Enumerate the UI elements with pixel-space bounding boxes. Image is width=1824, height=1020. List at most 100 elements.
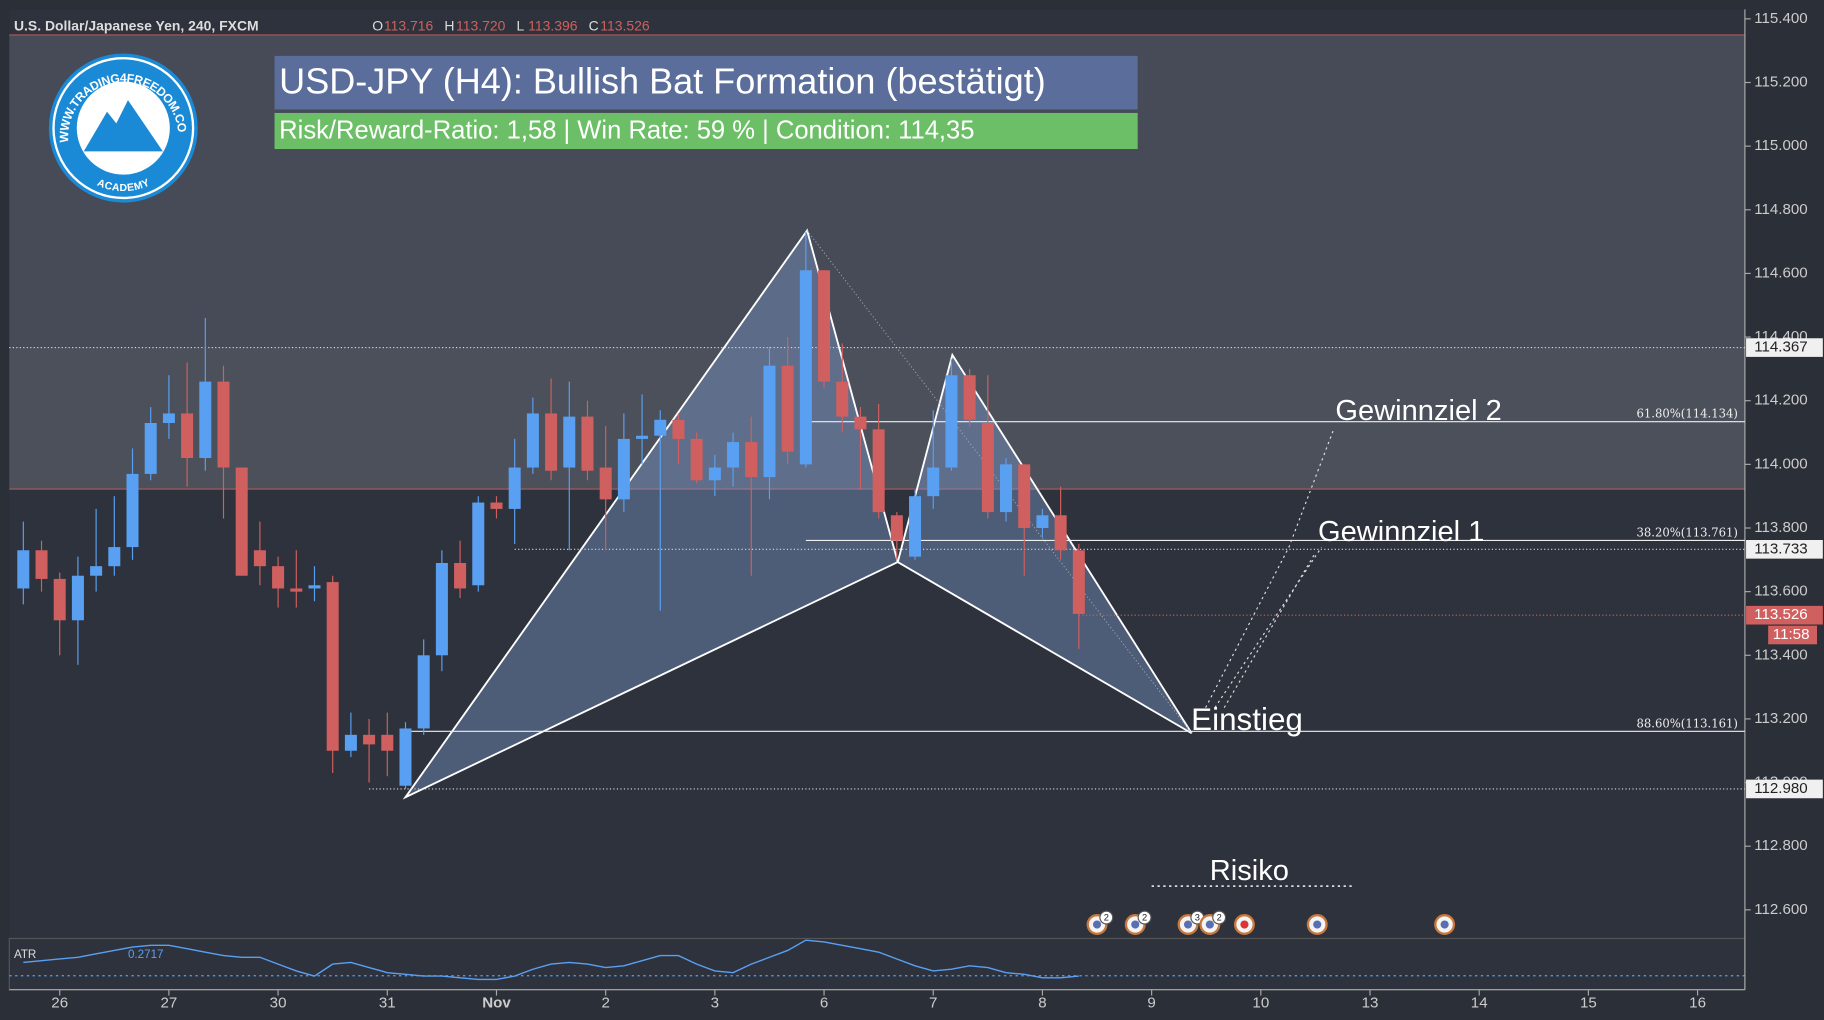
y-tick-label: 114.800 <box>1754 201 1807 218</box>
price-label: 113.733 <box>1754 540 1807 557</box>
event-dot <box>1183 920 1193 929</box>
ohlc-key: H <box>444 17 454 33</box>
x-tick-label: 9 <box>1147 995 1155 1012</box>
x-tick-label: 31 <box>379 995 396 1012</box>
candle-body <box>381 734 394 751</box>
candle-body <box>71 575 84 621</box>
y-tick-label: 114.200 <box>1754 392 1807 409</box>
pattern-bcd <box>896 352 1193 735</box>
candle-body <box>654 419 667 436</box>
event-badge <box>1137 910 1152 925</box>
candle-body <box>672 419 685 439</box>
y-tick-label: 113.400 <box>1754 646 1807 663</box>
fib-label: 88.60%(113.161) <box>1636 716 1737 730</box>
y-tick-label: 115.400 <box>1754 10 1807 27</box>
candle-body <box>53 578 66 621</box>
y-tick-label: 113.200 <box>1754 710 1807 727</box>
candle-body <box>890 515 903 541</box>
y-tick-label: 115.200 <box>1754 73 1807 90</box>
candle-body <box>490 502 503 509</box>
x-tick-label: 10 <box>1252 995 1269 1012</box>
candle-body <box>526 413 539 468</box>
candle-body <box>363 734 376 745</box>
y-tick-label: 114.000 <box>1754 455 1807 472</box>
candle-body <box>599 467 612 500</box>
candle-body <box>945 375 958 468</box>
candle-body <box>690 438 703 481</box>
candle-body <box>854 416 867 430</box>
candle-body <box>90 566 103 576</box>
x-tick-label: 3 <box>711 995 719 1012</box>
candle-body <box>636 435 649 439</box>
price-label: 114.367 <box>1754 339 1807 356</box>
candle-body <box>126 473 139 548</box>
candle-body <box>836 381 849 417</box>
fib-label: 61.80%(114.134) <box>1636 407 1737 421</box>
symbol: U.S. Dollar/Japanese Yen, 240, FXCM <box>14 17 259 33</box>
y-tick-label: 112.600 <box>1754 901 1807 918</box>
candle-body <box>399 728 412 786</box>
price-label-box <box>1746 540 1823 559</box>
candle-body <box>872 429 885 513</box>
event-dot <box>1440 920 1449 929</box>
atr-current: 0.2717 <box>128 948 164 961</box>
candle-body <box>508 467 521 509</box>
event-count: 3 <box>1195 913 1200 923</box>
candle-body <box>617 438 630 500</box>
pattern-ad <box>806 230 1193 734</box>
subtitle-box <box>274 112 1138 150</box>
projection <box>1223 553 1315 708</box>
y-tick-label: 112.800 <box>1754 837 1807 854</box>
candle-body <box>818 270 831 382</box>
ohlc-value: 113.526 <box>600 17 650 33</box>
candle-body <box>17 550 30 589</box>
x-tick-label: 13 <box>1362 995 1379 1012</box>
event-count: 2 <box>1217 913 1222 923</box>
last-price-label: 113.526 <box>1754 606 1807 623</box>
candle-body <box>963 375 976 420</box>
candle-body <box>563 416 576 468</box>
x-tick-label: 2 <box>601 995 609 1012</box>
candle-body <box>763 365 776 478</box>
event-badge <box>1212 910 1227 925</box>
logo-subtext-path: ACADEMY <box>95 177 151 193</box>
ohlc-value: 113.396 <box>528 17 578 33</box>
y-tick-label: 113.600 <box>1754 583 1807 600</box>
annotation: Gewinnziel 2 <box>1335 395 1501 427</box>
candle-body <box>162 413 175 423</box>
y-tick-label: 113.800 <box>1754 519 1807 536</box>
y-tick-label: 115.000 <box>1754 137 1807 154</box>
event-count: 2 <box>1142 913 1147 923</box>
candle-body <box>1072 550 1085 614</box>
event-dot <box>1313 920 1322 929</box>
candle-body <box>217 381 230 468</box>
candle-body <box>326 582 339 751</box>
candle-body <box>272 566 285 589</box>
atr-pane <box>8 937 1746 991</box>
x-tick-label: 15 <box>1580 995 1597 1012</box>
fib-label: 38.20%(113.761) <box>1636 525 1737 539</box>
candle-body <box>1054 515 1067 551</box>
chart-subtitle: Risk/Reward-Ratio: 1,58 | Win Rate: 59 %… <box>279 116 974 144</box>
event-dot <box>1092 920 1102 929</box>
candle-body <box>799 270 812 465</box>
event-dot <box>1205 920 1214 929</box>
candle-body <box>344 734 357 751</box>
candle-body <box>927 467 940 497</box>
candle-body <box>781 365 794 452</box>
x-tick-label: 30 <box>270 995 287 1012</box>
x-tick-label: 7 <box>929 995 937 1012</box>
event-dot <box>1131 920 1140 929</box>
event-dot <box>1240 920 1249 929</box>
candle-body <box>308 585 321 589</box>
candle-body <box>472 502 485 586</box>
event-badge <box>1099 910 1114 925</box>
ohlc-value: 113.716 <box>384 17 434 33</box>
logo-subtext: ACADEMY <box>95 177 151 193</box>
candle-body <box>981 422 994 513</box>
candle-body <box>144 422 157 474</box>
candle-body <box>1000 464 1013 513</box>
candle-body <box>745 442 758 478</box>
candle-body <box>454 563 467 589</box>
